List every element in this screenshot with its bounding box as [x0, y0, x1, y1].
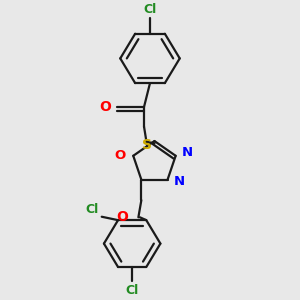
Text: N: N [182, 146, 193, 159]
Text: Cl: Cl [85, 202, 99, 216]
Text: O: O [100, 100, 111, 114]
Text: O: O [116, 210, 128, 224]
Text: N: N [173, 175, 184, 188]
Text: S: S [142, 138, 152, 152]
Text: Cl: Cl [125, 284, 139, 297]
Text: O: O [115, 149, 126, 162]
Text: Cl: Cl [143, 3, 157, 16]
